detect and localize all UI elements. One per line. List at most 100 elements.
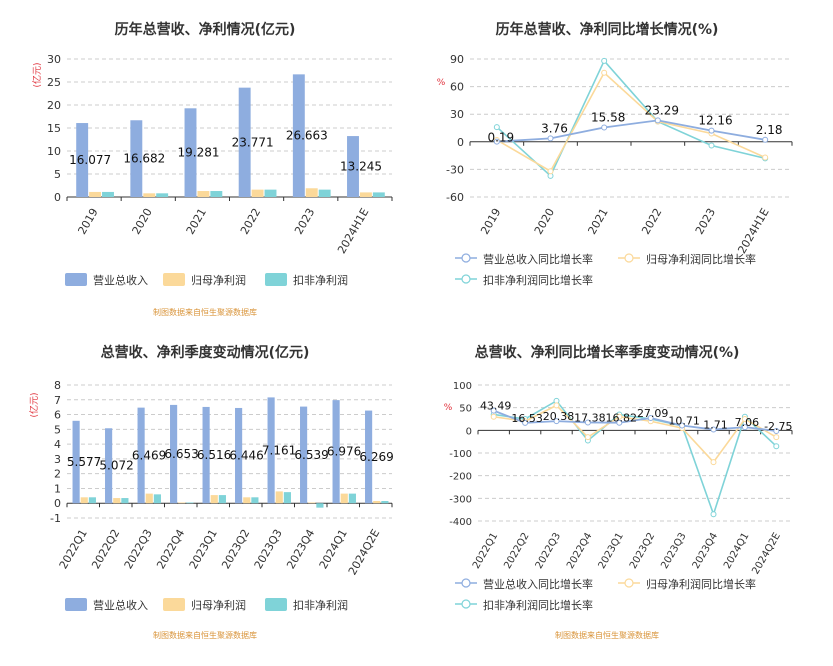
data-label: -2.75 bbox=[764, 420, 792, 433]
data-label: 23.771 bbox=[232, 135, 274, 149]
x-tick-label: 2022Q2 bbox=[89, 527, 122, 571]
y-tick-label: 0 bbox=[54, 497, 61, 510]
bar bbox=[72, 420, 80, 504]
y-tick-label: 90 bbox=[450, 53, 464, 66]
x-tick-label: 2021 bbox=[586, 206, 611, 237]
y-tick-label: -400 bbox=[449, 517, 472, 528]
bar bbox=[178, 502, 186, 504]
x-tick-label: 2019 bbox=[478, 206, 503, 237]
legend-marker bbox=[461, 578, 471, 588]
bar bbox=[348, 493, 356, 504]
bar bbox=[365, 410, 373, 504]
legend-label: 扣非净利润 bbox=[293, 273, 348, 287]
y-tick-label: -200 bbox=[449, 472, 472, 483]
bar bbox=[340, 493, 348, 504]
data-label: 7.161 bbox=[262, 443, 296, 457]
y-tick-label: 50 bbox=[459, 404, 472, 415]
series-line bbox=[493, 409, 777, 432]
bar bbox=[292, 74, 305, 197]
data-label: 20.38 bbox=[543, 410, 575, 423]
bar bbox=[113, 498, 121, 504]
legend-label: 归母净利润同比增长率 bbox=[646, 577, 756, 591]
x-tick-label: 2024H1E bbox=[735, 206, 771, 256]
chart-title: 总营收、净利同比增长率季度变动情况(%) bbox=[475, 344, 740, 361]
bar bbox=[170, 404, 178, 504]
legend-marker bbox=[461, 253, 471, 263]
y-tick-label: -100 bbox=[449, 449, 472, 460]
data-label: 26.663 bbox=[286, 129, 328, 143]
y-axis-label: (亿元) bbox=[28, 392, 40, 417]
data-point bbox=[522, 419, 529, 426]
series-line bbox=[493, 399, 777, 517]
source-note: 制图数据来自恒生聚源数据库 bbox=[153, 307, 257, 317]
y-tick-label: 10 bbox=[47, 145, 61, 158]
data-label: 3.76 bbox=[541, 121, 568, 135]
y-axis-label: % bbox=[444, 403, 453, 413]
data-point bbox=[616, 413, 623, 420]
legend-swatch bbox=[265, 273, 287, 286]
legend-label: 归母净利润 bbox=[191, 273, 246, 287]
x-tick-label: 2021 bbox=[184, 206, 209, 237]
source-note: 制图数据来自恒生聚源数据库 bbox=[153, 630, 257, 640]
bar bbox=[137, 407, 145, 504]
x-tick-label: 2023Q4 bbox=[284, 527, 317, 571]
bar bbox=[381, 501, 389, 504]
chart-title: 历年总营收、净利同比增长情况(%) bbox=[496, 21, 719, 38]
x-tick-label: 2022Q4 bbox=[565, 531, 594, 571]
y-tick-label: 30 bbox=[450, 108, 464, 121]
bar bbox=[153, 494, 161, 504]
bar bbox=[102, 191, 114, 197]
data-point bbox=[762, 136, 769, 143]
bar bbox=[243, 497, 251, 504]
data-label: 13.245 bbox=[340, 160, 382, 174]
data-point bbox=[584, 434, 591, 441]
legend-swatch bbox=[163, 598, 185, 611]
data-label: 15.58 bbox=[591, 110, 625, 124]
data-label: 16.53 bbox=[511, 412, 543, 425]
y-tick-label: -60 bbox=[446, 191, 464, 204]
data-point bbox=[741, 416, 748, 422]
legend-swatch bbox=[65, 598, 87, 611]
series-line bbox=[496, 119, 766, 143]
series-line bbox=[496, 59, 766, 178]
data-label: 43.49 bbox=[480, 400, 512, 413]
legend-swatch bbox=[265, 598, 287, 611]
data-label: 6.516 bbox=[197, 448, 231, 462]
data-label: 16.82 bbox=[606, 412, 638, 425]
legend-marker bbox=[461, 599, 471, 609]
x-tick-label: 2023Q3 bbox=[252, 527, 285, 571]
data-point bbox=[773, 434, 780, 441]
bar bbox=[235, 407, 243, 504]
y-tick-label: 30 bbox=[47, 53, 61, 66]
data-point bbox=[647, 415, 654, 422]
bar bbox=[145, 493, 153, 504]
x-tick-label: 2020 bbox=[130, 206, 155, 237]
chart-title: 总营收、净利季度变动情况(亿元) bbox=[101, 344, 310, 361]
data-point bbox=[708, 127, 715, 134]
x-tick-label: 2022 bbox=[639, 206, 664, 237]
x-tick-label: 2022Q4 bbox=[154, 527, 187, 571]
data-point bbox=[547, 168, 554, 175]
legend-label: 营业总收入同比增长率 bbox=[483, 577, 593, 591]
x-tick-label: 2023Q1 bbox=[187, 527, 220, 571]
series-line bbox=[496, 71, 766, 173]
bar bbox=[186, 502, 194, 504]
data-label: 16.077 bbox=[69, 153, 111, 167]
y-tick-label: 4 bbox=[54, 438, 61, 451]
y-tick-label: -1 bbox=[50, 512, 61, 525]
data-label: 1.71 bbox=[703, 419, 728, 432]
y-tick-label: 25 bbox=[47, 76, 61, 89]
bar bbox=[76, 123, 89, 197]
bar bbox=[197, 191, 210, 197]
data-point bbox=[741, 424, 748, 431]
quarterly-growth-chart: 总营收、净利同比增长率季度变动情况(%) % -400 -300 -200 -100 0… bbox=[444, 344, 793, 640]
bar bbox=[318, 189, 331, 197]
annual-growth-chart: 历年总营收、净利同比增长情况(%) % -60 -30 0 30 60 90 0.19 3.7… bbox=[437, 21, 793, 287]
y-tick-label: 0 bbox=[457, 136, 464, 149]
data-label: 19.281 bbox=[178, 146, 220, 160]
annual-values-chart: 历年总营收、净利情况(亿元) (亿元) 0 5 10 15 20 25 30 16.077 16… bbox=[31, 21, 393, 317]
y-tick-label: 7 bbox=[54, 394, 61, 407]
data-label: 23.29 bbox=[645, 103, 679, 117]
